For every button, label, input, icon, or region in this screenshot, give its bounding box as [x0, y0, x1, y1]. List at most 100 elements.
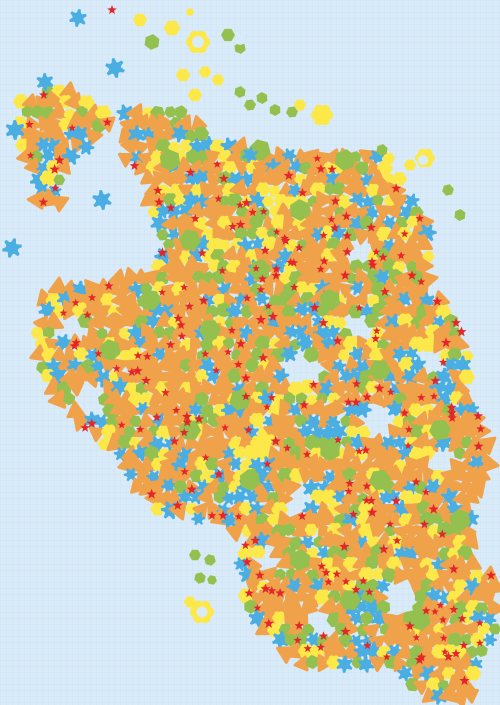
- triangle-tile: [318, 530, 337, 549]
- hexagon-tile: [159, 149, 181, 171]
- star-tile: [342, 246, 353, 256]
- star-tile: [271, 264, 281, 273]
- hexagon-tile: [163, 238, 175, 251]
- triangle-tile: [227, 279, 244, 295]
- triangle-tile: [221, 245, 238, 263]
- triangle-tile: [179, 290, 194, 308]
- star-tile: [242, 556, 252, 567]
- flower-tile: [270, 214, 288, 230]
- triangle-tile: [373, 589, 389, 606]
- triangle-tile: [338, 301, 355, 320]
- flower-center: [18, 141, 27, 149]
- star-tile: [177, 331, 187, 340]
- hexagon-tile: [290, 199, 310, 221]
- gear-tile: [418, 224, 437, 242]
- star-tile: [355, 303, 364, 312]
- star-tile: [198, 295, 209, 305]
- hexagon-tile: [371, 194, 384, 206]
- gear-tile: [342, 511, 359, 529]
- star-tile: [236, 200, 245, 209]
- star-tile: [430, 392, 438, 400]
- gear-tile: [171, 124, 189, 143]
- triangle-tile: [49, 126, 67, 142]
- flower-center: [182, 142, 190, 150]
- flower-center: [308, 396, 316, 404]
- triangle-tile: [487, 598, 500, 618]
- flower-center: [121, 330, 129, 338]
- triangle-tile: [315, 456, 333, 474]
- flower-center: [179, 71, 187, 79]
- triangle-tile: [78, 116, 98, 135]
- star-tile: [54, 154, 65, 165]
- triangle-tile: [272, 168, 290, 187]
- triangle-tile: [210, 441, 230, 462]
- hexagon-tile: [254, 335, 272, 351]
- flower-center: [406, 161, 414, 169]
- star-tile: [475, 638, 484, 647]
- triangle-tile: [369, 656, 387, 673]
- star-tile: [252, 264, 260, 272]
- flower-tile: [408, 336, 426, 353]
- star-tile: [366, 222, 377, 232]
- hexagon-tile: [294, 414, 308, 428]
- flower-center: [204, 230, 213, 239]
- flower-tile: [222, 161, 238, 175]
- triangle-tile: [174, 169, 191, 188]
- triangle-tile: [246, 333, 263, 351]
- hexagon-tile: [304, 434, 320, 451]
- star-tile: [270, 435, 281, 446]
- star-tile: [406, 270, 417, 280]
- star-tile: [38, 197, 49, 207]
- gear-tile: [288, 158, 304, 175]
- triangle-tile: [380, 278, 398, 294]
- flower-center: [329, 658, 339, 667]
- star-tile: [264, 302, 273, 310]
- flower-tile: [406, 215, 420, 228]
- triangle-tile: [67, 381, 85, 397]
- triangle-tile: [332, 399, 349, 417]
- flower-center: [368, 340, 378, 350]
- flower-tile: [392, 172, 407, 186]
- star-tile: [297, 511, 307, 521]
- flower-center: [435, 647, 445, 657]
- hexagon-tile: [474, 602, 489, 615]
- triangle-tile: [367, 389, 385, 407]
- hexagon-tile: [429, 419, 451, 441]
- flower-center: [428, 571, 437, 579]
- star-tile: [439, 634, 448, 642]
- star-tile: [242, 293, 252, 302]
- triangle-tile: [205, 149, 222, 166]
- triangle-tile: [452, 379, 470, 396]
- star-tile: [179, 427, 189, 437]
- star-tile: [50, 183, 60, 192]
- hexagon-tile: [320, 439, 340, 461]
- flower-tile: [101, 424, 118, 440]
- flower-center: [324, 228, 334, 238]
- flower-center: [75, 305, 86, 315]
- flower-center: [430, 527, 439, 536]
- star-tile: [345, 478, 355, 488]
- star-tile: [117, 420, 126, 429]
- gear-tile: [272, 630, 290, 649]
- star-tile: [283, 170, 294, 180]
- triangle-tile: [121, 310, 139, 328]
- gear-tile: [47, 184, 62, 199]
- gear-tile: [465, 402, 480, 417]
- star-tile: [351, 584, 361, 594]
- triangle-tile: [120, 137, 138, 156]
- triangle-tile: [140, 322, 159, 343]
- star-tile: [102, 117, 112, 127]
- hexagon-tile: [239, 469, 261, 491]
- triangle-tile: [338, 283, 355, 299]
- flower-center: [303, 382, 312, 392]
- triangle-tile: [317, 521, 333, 539]
- star-tile: [218, 173, 229, 183]
- triangle-tile: [334, 166, 354, 186]
- flower-center: [183, 384, 191, 392]
- star-tile: [302, 450, 312, 459]
- flower-center: [335, 319, 344, 328]
- triangle-tile: [188, 290, 207, 309]
- star-tile: [267, 586, 277, 595]
- flower-center: [395, 263, 403, 271]
- star-tile: [172, 406, 181, 414]
